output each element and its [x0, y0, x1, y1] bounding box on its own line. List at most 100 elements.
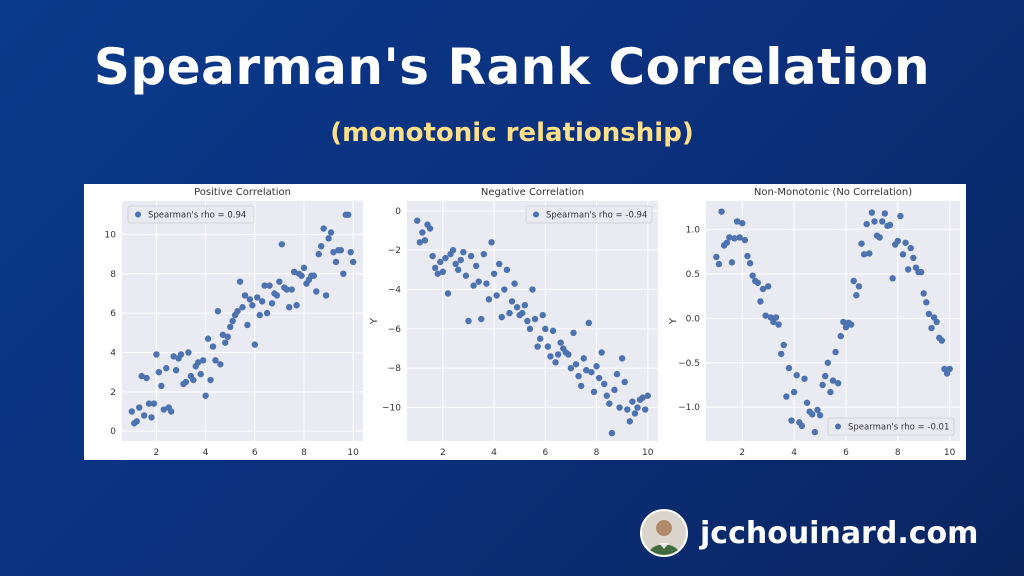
page-subtitle: (monotonic relationship): [330, 118, 694, 148]
legend-marker: [835, 423, 841, 430]
data-point: [923, 299, 930, 306]
data-point: [345, 211, 352, 218]
data-point: [920, 290, 927, 297]
data-point: [182, 378, 190, 386]
charts-svg: 2 4 6 8 10 0 2 4 6 8 10 Positive Correlation Spearma…: [105, 187, 960, 458]
data-point: [570, 329, 577, 337]
data-point: [249, 302, 256, 309]
data-point: [332, 258, 340, 266]
legend-box: [525, 205, 653, 224]
data-point: [793, 372, 800, 379]
data-point: [310, 272, 318, 279]
data-point: [455, 266, 462, 274]
legend-box: [827, 417, 955, 436]
data-point: [524, 317, 531, 325]
chart-title: Negative Correlation: [481, 187, 584, 198]
data-point: [219, 331, 227, 338]
data-point: [217, 361, 224, 368]
data-point: [590, 388, 598, 396]
data-point: [145, 400, 153, 407]
data-point: [549, 327, 557, 335]
data-point: [577, 382, 585, 390]
data-point: [907, 244, 914, 252]
data-point: [227, 323, 234, 331]
person-avatar-icon: [640, 509, 688, 557]
data-point: [580, 355, 587, 362]
brand: jcchouinard.com: [640, 508, 978, 558]
y-tick-label: 10: [105, 230, 117, 240]
data-point: [726, 234, 733, 241]
data-point: [780, 341, 787, 349]
data-point: [790, 388, 798, 396]
data-point: [488, 239, 495, 246]
data-point: [478, 315, 485, 323]
y-axis-label: Y: [668, 317, 679, 325]
legend-text: Spearman's rho = -0.01: [848, 423, 949, 433]
data-point: [765, 283, 772, 290]
data-point: [508, 298, 516, 305]
data-point: [501, 286, 508, 293]
chart-1: 2 4 6 8 10 0 2 4 6 8 10 Positive Correlation Spearma…: [105, 187, 363, 458]
data-point: [483, 280, 490, 287]
data-point: [150, 400, 158, 407]
data-point: [728, 259, 736, 266]
data-point: [917, 268, 925, 276]
data-point: [575, 372, 582, 380]
data-point: [783, 393, 790, 400]
data-point: [618, 355, 626, 362]
data-point: [290, 268, 298, 276]
data-point: [148, 414, 155, 421]
data-point: [608, 429, 616, 437]
data-point: [519, 309, 526, 317]
data-point: [128, 408, 136, 415]
data-point: [933, 318, 940, 326]
data-point: [268, 300, 276, 307]
data-point: [229, 317, 236, 325]
data-point: [824, 359, 832, 366]
data-point: [557, 339, 564, 346]
data-point: [822, 372, 829, 380]
data-point: [894, 237, 901, 245]
data-point: [871, 218, 878, 225]
data-point: [288, 286, 295, 293]
data-point: [276, 278, 283, 285]
x-tick-label: 2: [154, 448, 160, 458]
data-point: [567, 365, 575, 372]
data-point: [496, 260, 503, 268]
data-point: [325, 235, 332, 242]
legend-text: Spearman's rho = 0.94: [148, 211, 246, 221]
data-point: [167, 408, 175, 415]
data-point: [928, 324, 935, 332]
data-point: [209, 343, 217, 350]
y-tick-label: 0.0: [686, 314, 701, 324]
data-point: [521, 302, 529, 309]
data-point: [485, 296, 493, 303]
data-point: [834, 380, 842, 387]
data-point: [733, 218, 741, 225]
legend-box: [127, 205, 255, 224]
data-point: [330, 248, 337, 256]
data-point: [536, 335, 544, 342]
data-point: [744, 252, 751, 260]
data-point: [881, 210, 889, 217]
data-point: [715, 260, 723, 268]
data-point: [431, 264, 439, 272]
data-point: [244, 321, 251, 329]
plot-area: [706, 201, 960, 441]
data-point: [542, 325, 549, 333]
y-tick-label: −2: [388, 246, 401, 256]
data-point: [347, 248, 354, 256]
data-point: [616, 404, 623, 411]
data-point: [172, 366, 180, 374]
data-point: [437, 258, 444, 266]
y-tick-label: 4: [110, 348, 116, 358]
x-tick-label: 6: [252, 448, 258, 458]
plot-area: [122, 201, 363, 441]
data-point: [493, 292, 500, 299]
data-point: [452, 260, 459, 268]
data-point: [143, 374, 150, 382]
x-tick-label: 4: [491, 448, 497, 458]
x-tick-label: 10: [642, 448, 654, 458]
data-point: [457, 256, 464, 264]
data-point: [641, 406, 649, 413]
